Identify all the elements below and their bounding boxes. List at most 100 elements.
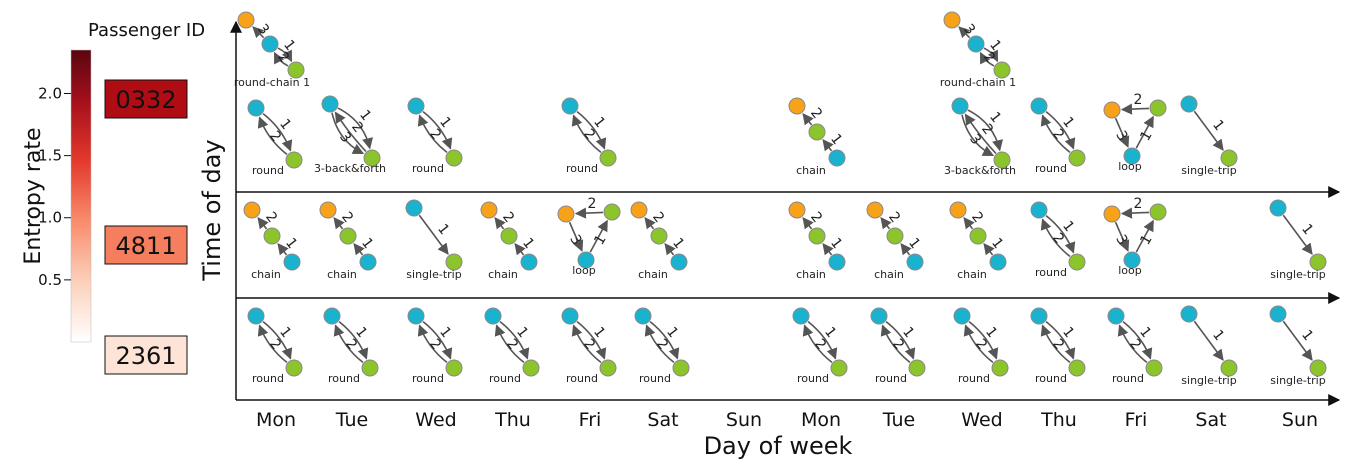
motif-label: round bbox=[1035, 372, 1067, 385]
motif-chain: 21 chain bbox=[243, 201, 301, 281]
motif-label: chain bbox=[488, 268, 518, 281]
trip-edge bbox=[1040, 114, 1071, 154]
location-node bbox=[1149, 203, 1167, 221]
trip-edge bbox=[822, 243, 834, 256]
location-node bbox=[557, 205, 575, 223]
legend-title: Passenger ID bbox=[88, 20, 205, 41]
motif-label: round bbox=[252, 164, 284, 177]
trip-edge bbox=[514, 243, 526, 256]
trip-order-label: 3 bbox=[1112, 232, 1130, 248]
motif-label: round bbox=[412, 372, 444, 385]
location-node bbox=[993, 61, 1011, 79]
location-node bbox=[1107, 307, 1125, 325]
location-node bbox=[993, 151, 1011, 169]
trip-order-label: 1 bbox=[1209, 117, 1227, 134]
location-node bbox=[1103, 205, 1121, 223]
location-node bbox=[650, 227, 668, 245]
motif-label: round bbox=[797, 372, 829, 385]
motif-label: round bbox=[875, 372, 907, 385]
motif-label: single-trip bbox=[1270, 268, 1325, 281]
motif-label: round bbox=[639, 372, 671, 385]
trip-edge bbox=[1120, 207, 1150, 219]
day-label: Wed bbox=[415, 409, 456, 431]
trip-edge bbox=[961, 114, 995, 157]
location-node bbox=[788, 201, 806, 219]
colorbar-tick-label: 0.5 bbox=[38, 271, 62, 289]
trip-edge bbox=[958, 26, 971, 39]
passenger-id: 4811 bbox=[115, 232, 176, 260]
colorbar bbox=[70, 49, 92, 343]
motif-label: chain bbox=[796, 268, 826, 281]
day-label: Mon bbox=[801, 409, 841, 431]
location-node bbox=[808, 123, 826, 141]
location-node bbox=[561, 97, 579, 115]
trip-order-label: 1 bbox=[358, 235, 376, 252]
location-node bbox=[359, 253, 377, 271]
location-node bbox=[247, 307, 265, 325]
trip-edge bbox=[1040, 218, 1071, 258]
trip-order-label: 2 bbox=[885, 209, 903, 226]
trip-order-label: 3 bbox=[254, 21, 272, 38]
trip-edge bbox=[1135, 115, 1154, 149]
location-node bbox=[943, 11, 961, 29]
trip-edge bbox=[979, 51, 995, 67]
trip-edge bbox=[337, 107, 374, 150]
location-node bbox=[1123, 147, 1141, 165]
location-node bbox=[243, 201, 261, 219]
location-node bbox=[237, 11, 255, 29]
location-node bbox=[1068, 149, 1086, 167]
trip-edge bbox=[417, 114, 448, 154]
trip-edge bbox=[568, 221, 584, 252]
location-node bbox=[261, 35, 279, 53]
trip-edge bbox=[822, 139, 834, 152]
motif-label: loop bbox=[1118, 264, 1142, 277]
trip-edge bbox=[968, 320, 999, 360]
motif-label: single-trip bbox=[406, 268, 461, 281]
trip-edge bbox=[880, 217, 892, 230]
trip-edge bbox=[963, 324, 994, 364]
location-node bbox=[949, 201, 967, 219]
trip-edge bbox=[1045, 320, 1076, 360]
trip-edge bbox=[262, 320, 293, 360]
trip-order-label: 1 bbox=[905, 235, 923, 252]
trip-edge bbox=[262, 112, 293, 152]
location-node bbox=[634, 307, 652, 325]
location-node bbox=[285, 359, 303, 377]
day-label: Fri bbox=[1125, 409, 1148, 431]
trip-edge bbox=[571, 114, 602, 154]
location-node bbox=[828, 253, 846, 271]
location-node bbox=[989, 253, 1007, 271]
passenger-box-0332: 0332 bbox=[104, 79, 188, 119]
motif-label: loop bbox=[572, 264, 596, 277]
motif-label: loop bbox=[1118, 160, 1142, 173]
location-node bbox=[319, 201, 337, 219]
motif-single: 1 single-trip bbox=[1269, 305, 1327, 387]
motif-single: 1 single-trip bbox=[405, 199, 463, 281]
trip-edge bbox=[353, 243, 365, 256]
location-node bbox=[1309, 359, 1327, 377]
location-node bbox=[886, 227, 904, 245]
location-node bbox=[561, 307, 579, 325]
passenger-id: 0332 bbox=[115, 86, 176, 114]
trip-order-label: 1 bbox=[1298, 221, 1316, 238]
location-node bbox=[1068, 359, 1086, 377]
trip-edge bbox=[1120, 103, 1150, 115]
motif-chain: 21 chain bbox=[866, 201, 924, 281]
location-node bbox=[808, 227, 826, 245]
trip-edge bbox=[257, 324, 288, 364]
location-node bbox=[1180, 95, 1198, 113]
trip-edge bbox=[963, 217, 975, 230]
trip-order-label: 2 bbox=[338, 209, 356, 226]
